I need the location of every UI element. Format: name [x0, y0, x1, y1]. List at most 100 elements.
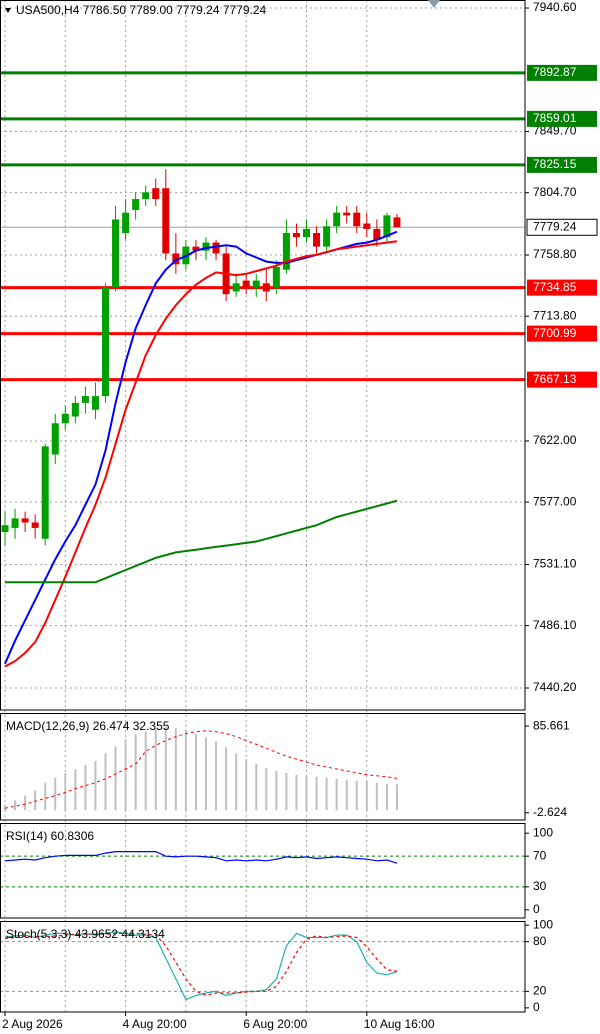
grid-layer	[0, 0, 529, 1016]
level-label: 7734.85	[533, 280, 577, 294]
symbol-menu-icon	[5, 8, 11, 13]
macd-bar	[325, 777, 328, 811]
indicator-title: RSI(14) 60.8306	[6, 829, 94, 843]
indicator-title: Stoch(5,3,3) 43.9652 44.3134	[6, 927, 165, 941]
y-tick-label: 0	[533, 1000, 540, 1014]
macd-bar	[84, 765, 87, 811]
macd-bar	[255, 764, 258, 811]
y-tick-label: 0	[533, 902, 540, 916]
macd-bar	[355, 780, 358, 811]
macd-bar	[24, 795, 27, 811]
candle-body	[383, 215, 391, 238]
level-label-box	[527, 64, 597, 81]
level-label-box	[527, 371, 597, 388]
last-price-box	[526, 218, 598, 236]
macd-bar	[124, 739, 127, 811]
macd-bar	[395, 784, 398, 811]
candle-body	[61, 413, 69, 424]
macd-bar	[345, 779, 348, 811]
x-tick-label: 2 Aug 2026	[2, 1017, 63, 1031]
macd-bar	[275, 770, 278, 811]
macd-bar	[164, 726, 167, 811]
rsi-panel-border	[0, 823, 526, 919]
candle-body	[262, 283, 270, 292]
level-label: 7825.15	[533, 157, 577, 171]
x-tick-label: 6 Aug 20:00	[243, 1017, 307, 1031]
candle-body	[303, 228, 310, 238]
macd-bar	[265, 767, 268, 811]
macd-bar	[335, 778, 338, 811]
candle-body	[242, 280, 250, 288]
x-tick-label: 10 Aug 16:00	[364, 1017, 435, 1031]
candle-body	[71, 402, 79, 417]
macd-bar	[14, 800, 17, 811]
level-label-box	[527, 279, 597, 296]
macd-bar	[94, 761, 97, 811]
indicator-line	[4, 240, 398, 668]
candle-body	[112, 219, 120, 288]
candle-body	[51, 423, 59, 455]
candle-body	[202, 242, 210, 251]
last-price-label: 7779.24	[533, 219, 577, 233]
candle-body	[333, 212, 341, 227]
candle-body	[91, 396, 99, 410]
candle-body	[162, 188, 170, 254]
macd-bar	[315, 776, 318, 811]
y-tick-label: 7486.10	[533, 618, 577, 632]
y-tick-label: 7531.10	[533, 557, 577, 571]
indicator-line	[4, 730, 398, 809]
y-tick-label: 7849.70	[533, 124, 577, 138]
candle-body	[323, 226, 331, 247]
candle-body	[31, 522, 39, 528]
y-tick-label: -2.624	[533, 805, 567, 819]
macd-bar	[305, 775, 308, 811]
level-label: 7667.13	[533, 372, 577, 386]
macd-panel-border	[0, 713, 526, 821]
macd-bar	[375, 782, 378, 811]
candle-body	[393, 217, 401, 228]
candle-body	[41, 446, 49, 539]
macd-bar	[365, 781, 368, 811]
candle-body	[272, 267, 280, 288]
macd-bar	[54, 777, 57, 811]
macd-bar	[34, 790, 37, 811]
y-tick-label: 100	[533, 825, 553, 839]
y-tick-label: 70	[533, 848, 547, 862]
y-tick-label: 80	[533, 934, 547, 948]
indicator-line	[4, 931, 398, 1001]
y-tick-label: 7440.20	[533, 680, 577, 694]
macd-bar	[225, 747, 228, 811]
candle-body	[313, 233, 321, 247]
macd-bar	[154, 728, 157, 811]
candle-body	[363, 223, 371, 229]
candle-body	[81, 396, 89, 403]
macd-bar	[174, 727, 177, 811]
y-tick-label: 20	[533, 983, 547, 997]
y-tick-label: 7622.00	[533, 433, 577, 447]
candle-body	[373, 228, 381, 240]
indicator-line	[4, 932, 398, 997]
level-label: 7700.99	[533, 326, 577, 340]
macd-bar	[235, 753, 238, 811]
marks-layer	[0, 71, 525, 1001]
candle-body	[132, 199, 140, 210]
candle-body	[192, 246, 200, 251]
candle-body	[21, 518, 29, 523]
y-tick-label: 7577.00	[533, 494, 577, 508]
macd-bar	[104, 753, 107, 811]
indicator-line	[4, 851, 398, 864]
level-label-box	[527, 110, 597, 127]
candle-body	[122, 212, 130, 234]
candle-body	[292, 233, 300, 238]
level-label: 7892.87	[533, 65, 577, 79]
macd-bar	[245, 759, 248, 811]
level-label-box	[527, 156, 597, 173]
y-tick-label: 7940.60	[533, 0, 577, 14]
indicator-line	[5, 499, 398, 584]
candle-body	[1, 525, 9, 532]
candle-body	[232, 283, 240, 292]
